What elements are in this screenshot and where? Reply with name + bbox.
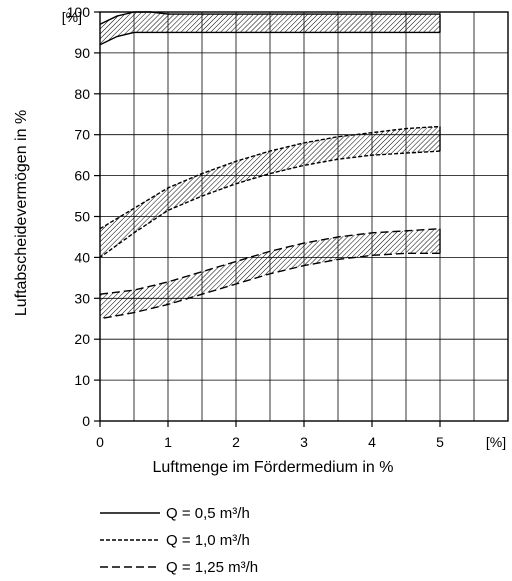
y-unit-label: [%] bbox=[62, 9, 82, 25]
y-tick-label: 90 bbox=[74, 45, 90, 61]
axes bbox=[94, 11, 509, 427]
y-tick-label: 80 bbox=[74, 86, 90, 102]
y-axis-label: Luftabscheidevermögen in % bbox=[13, 110, 30, 316]
band-1 bbox=[100, 12, 440, 45]
x-tick-label: 4 bbox=[368, 434, 376, 450]
x-axis-label: Luftmenge im Fördermedium in % bbox=[153, 459, 394, 476]
y-tick-label: 70 bbox=[74, 127, 90, 143]
y-tick-label: 30 bbox=[74, 290, 90, 306]
x-unit-label: [%] bbox=[486, 434, 506, 450]
band-3-lower-boundary bbox=[99, 252, 440, 320]
band-2 bbox=[100, 126, 440, 258]
legend-label: Q = 0,5 m³/h bbox=[166, 505, 250, 522]
x-tick-label: 3 bbox=[300, 434, 308, 450]
band-1-lower-boundary bbox=[99, 31, 440, 46]
legend-label: Q = 1,0 m³/h bbox=[166, 532, 250, 549]
legend: Q = 0,5 m³/h Q = 1,0 m³/h Q = 1,25 m³/h bbox=[100, 505, 258, 576]
y-tick-label: 60 bbox=[74, 168, 90, 184]
y-tick-label: 40 bbox=[74, 249, 90, 265]
band-2-upper-boundary bbox=[99, 125, 441, 230]
band-1-upper-boundary bbox=[99, 11, 440, 25]
y-tick-label: 50 bbox=[74, 209, 90, 225]
bands bbox=[99, 11, 441, 320]
band-2-lower-boundary bbox=[99, 150, 441, 258]
legend-label: Q = 1,25 m³/h bbox=[166, 559, 258, 576]
y-tick-label: 20 bbox=[74, 331, 90, 347]
grid bbox=[99, 11, 509, 422]
x-tick-label: 0 bbox=[96, 434, 104, 450]
y-tick-label: 100 bbox=[67, 4, 91, 20]
x-tick-label: 2 bbox=[232, 434, 240, 450]
tick-labels: 0 10 20 30 40 50 60 70 80 90 100 0 1 2 3 4 5 bbox=[67, 4, 444, 450]
band-3-upper-boundary bbox=[99, 228, 441, 295]
y-tick-label: 0 bbox=[82, 413, 90, 429]
x-tick-label: 1 bbox=[164, 434, 172, 450]
y-tick-label: 10 bbox=[74, 372, 90, 388]
x-tick-label: 5 bbox=[436, 434, 444, 450]
